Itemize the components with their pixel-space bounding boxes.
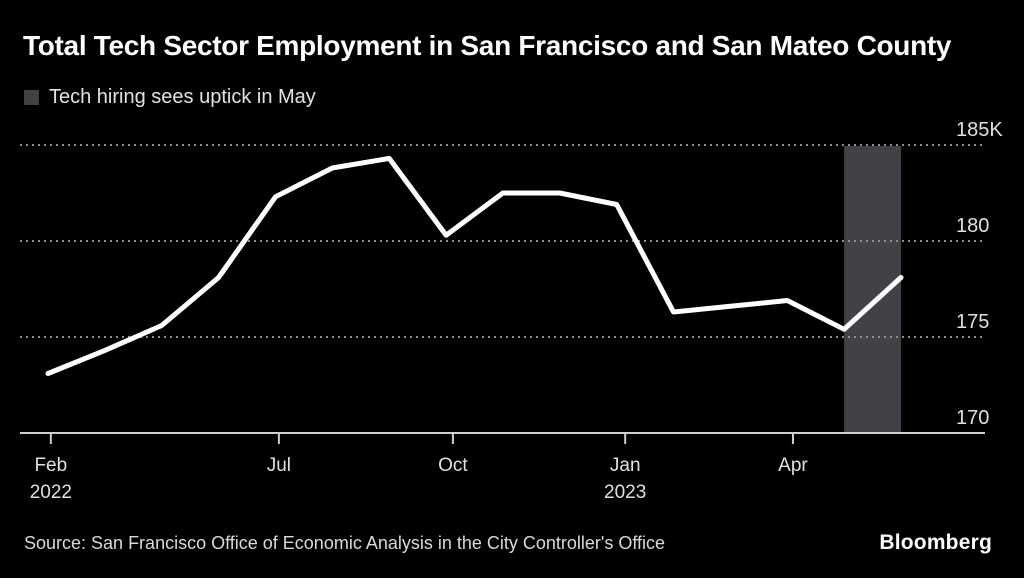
source-note: Source: San Francisco Office of Economic… — [24, 533, 666, 553]
legend-swatch — [24, 90, 39, 105]
y-axis-label-185K: 185K — [956, 119, 1003, 141]
footer: Source: San Francisco Office of Economic… — [24, 531, 992, 555]
legend-label: Tech hiring sees uptick in May — [49, 86, 316, 108]
chart-title: Total Tech Sector Employment in San Fran… — [23, 30, 952, 61]
y-axis-label-175: 175 — [956, 311, 989, 333]
x-axis-label-Feb: Feb — [34, 455, 67, 476]
legend: Tech hiring sees uptick in May — [24, 86, 316, 109]
x-axis-year-2022: 2022 — [30, 482, 72, 503]
highlight-band-may — [844, 146, 901, 432]
x-axis-label-Jan: Jan — [610, 455, 641, 476]
x-axis-label-Jul: Jul — [267, 455, 291, 476]
y-axis-label-180: 180 — [956, 215, 989, 237]
x-axis-label-Oct: Oct — [438, 455, 468, 476]
employment-line — [45, 155, 904, 376]
y-axis-label-170: 170 — [956, 407, 989, 429]
x-axis-label-Apr: Apr — [778, 455, 808, 476]
x-axis-year-2023: 2023 — [604, 482, 646, 503]
bloomberg-logo: Bloomberg — [879, 531, 992, 554]
